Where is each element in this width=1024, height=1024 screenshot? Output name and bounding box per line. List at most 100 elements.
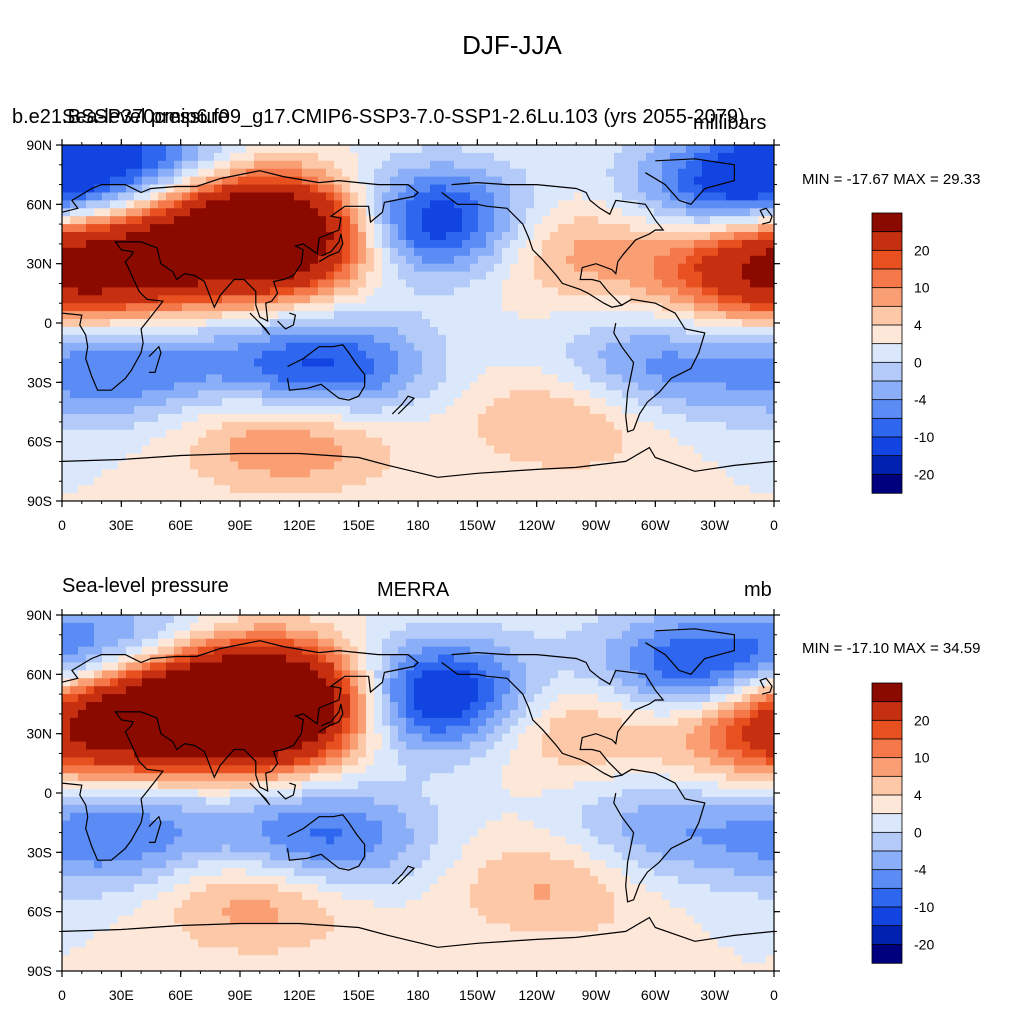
slp-cell — [598, 160, 607, 170]
slp-cell — [318, 398, 327, 407]
slp-cell — [422, 662, 431, 671]
slp-cell — [622, 271, 631, 281]
slp-cell — [366, 350, 375, 360]
slp-cell — [126, 453, 135, 463]
slp-cell — [430, 358, 439, 368]
slp-cell — [438, 326, 447, 336]
slp-cell — [502, 295, 511, 304]
slp-cell — [638, 437, 647, 447]
slp-cell — [606, 255, 615, 265]
slp-cell — [566, 670, 575, 679]
slp-cell — [414, 247, 423, 257]
slp-cell — [70, 326, 79, 336]
slp-cell — [214, 646, 223, 656]
slp-cell — [462, 176, 471, 186]
slp-cell — [718, 654, 727, 664]
slp-cell — [726, 192, 735, 201]
slp-cell — [110, 413, 119, 423]
slp-cell — [374, 461, 383, 470]
slp-cell — [334, 152, 343, 162]
slp-cell — [310, 224, 319, 233]
slp-cell — [70, 192, 79, 201]
slp-cell — [670, 160, 679, 170]
slp-cell — [110, 247, 119, 257]
slp-cell — [566, 469, 575, 478]
slp-cell — [342, 303, 351, 312]
slp-cell — [662, 469, 671, 478]
slp-cell — [534, 398, 543, 407]
slp-cell — [262, 319, 271, 328]
slp-cell — [254, 670, 263, 679]
slp-cell — [246, 303, 255, 312]
slp-cell — [406, 421, 415, 431]
slp-cell — [766, 670, 774, 679]
slp-cell — [270, 413, 279, 423]
slp-cell — [126, 232, 135, 241]
slp-cell — [286, 437, 295, 447]
slp-cell — [270, 398, 279, 407]
coastline — [62, 170, 419, 391]
slp-cell — [566, 615, 575, 624]
slp-cell — [190, 421, 199, 431]
slp-cell — [166, 630, 175, 640]
slp-cell — [318, 615, 327, 624]
slp-cell — [758, 646, 767, 656]
slp-cell — [214, 208, 223, 217]
slp-cell — [158, 247, 167, 257]
slp-cell — [470, 350, 479, 360]
slp-cell — [342, 670, 351, 679]
slp-cell — [694, 469, 703, 478]
slp-cell — [174, 453, 183, 463]
slp-cell — [158, 654, 167, 664]
slp-cell — [190, 326, 199, 336]
slp-cell — [518, 287, 527, 296]
slp-cell — [134, 437, 143, 447]
slp-cell — [542, 145, 551, 154]
slp-cell — [686, 255, 695, 265]
slp-cell — [110, 184, 119, 194]
slp-cell — [446, 477, 455, 486]
slp-cell — [430, 493, 439, 501]
slp-cell — [558, 485, 567, 494]
slp-cell — [94, 303, 103, 312]
slp-cell — [726, 263, 735, 273]
slp-cell — [342, 453, 351, 463]
slp-cell — [334, 390, 343, 399]
slp-cell — [374, 216, 383, 225]
slp-cell — [222, 287, 231, 296]
slp-cell — [342, 382, 351, 391]
slp-cell — [510, 461, 519, 470]
slp-cell — [582, 208, 591, 217]
slp-cell — [214, 382, 223, 391]
slp-cell — [126, 390, 135, 399]
slp-cell — [270, 350, 279, 360]
slp-cell — [526, 303, 535, 312]
slp-cell — [662, 279, 671, 288]
slp-cell — [718, 421, 727, 431]
slp-cell — [654, 398, 663, 407]
slp-cell — [566, 477, 575, 486]
slp-cell — [486, 453, 495, 463]
slp-cell — [230, 461, 239, 470]
slp-cell — [702, 271, 711, 281]
slp-cell — [670, 437, 679, 447]
slp-cell — [310, 232, 319, 241]
slp-cell — [222, 374, 231, 383]
slp-cell — [254, 145, 263, 154]
slp-cell — [398, 638, 407, 648]
slp-cell — [374, 168, 383, 178]
slp-cell — [470, 678, 479, 687]
slp-cell — [582, 406, 591, 415]
slp-cell — [558, 350, 567, 360]
slp-cell — [70, 445, 79, 455]
slp-cell — [238, 445, 247, 455]
slp-cell — [222, 319, 231, 328]
slp-cell — [134, 461, 143, 470]
slp-cell — [726, 366, 735, 376]
slp-cell — [182, 662, 191, 671]
slp-cell — [270, 646, 279, 656]
slp-cell — [110, 678, 119, 687]
slp-cell — [86, 271, 95, 281]
slp-cell — [438, 342, 447, 352]
